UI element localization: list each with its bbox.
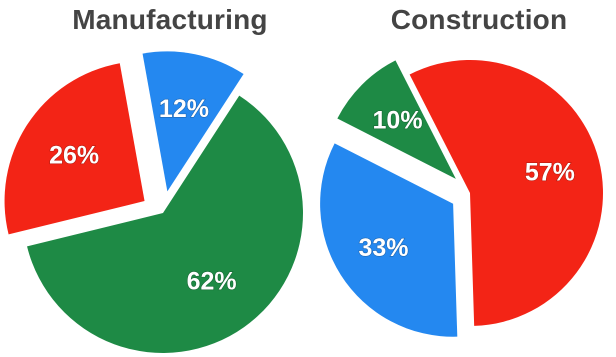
- slice-label-manufacturing-1: 26%: [49, 141, 99, 169]
- pie-slice-manufacturing-1: [4, 63, 145, 235]
- pie-chart-manufacturing: 62% 26% 12%: [4, 51, 304, 354]
- slice-label-manufacturing-0: 62%: [187, 267, 237, 295]
- pie-slice-manufacturing-2: [142, 51, 244, 192]
- slice-label-manufacturing-2: 12%: [159, 95, 209, 123]
- pie-chart-construction: 57% 33% 10%: [320, 60, 603, 337]
- chart-title-manufacturing: Manufacturing: [72, 4, 268, 35]
- pie-slice-construction-1: [320, 143, 458, 337]
- pie-slice-construction-2: [337, 60, 456, 179]
- slice-label-construction-1: 33%: [358, 234, 408, 262]
- slice-label-construction-0: 57%: [525, 158, 575, 186]
- slice-label-construction-2: 10%: [373, 107, 423, 135]
- chart-title-construction: Construction: [390, 4, 568, 35]
- pie-slice-manufacturing-0: [27, 95, 304, 354]
- pie-slice-construction-0: [409, 60, 603, 326]
